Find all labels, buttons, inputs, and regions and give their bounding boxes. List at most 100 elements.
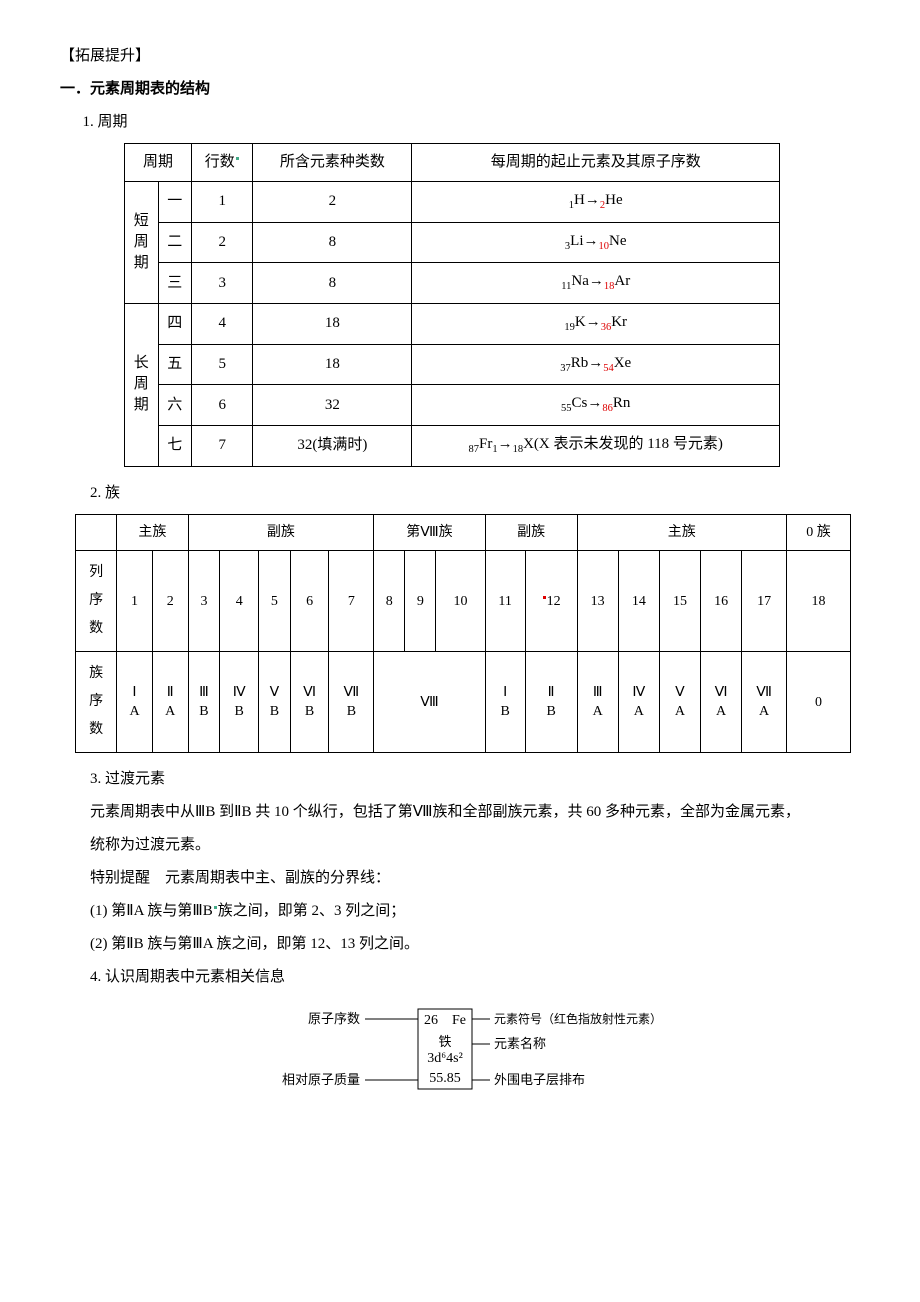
dot-icon	[214, 906, 217, 909]
cell: 副族	[485, 514, 577, 551]
cell: 五	[158, 344, 192, 385]
group-long: 长周期	[125, 304, 159, 467]
cell: 6	[192, 385, 253, 426]
cell: ⅥA	[701, 652, 742, 753]
cell: ⅠA	[117, 652, 153, 753]
item-1: 1. 周期	[60, 106, 860, 139]
cell: ⅦB	[329, 652, 374, 753]
cell: 32(填满时)	[253, 426, 412, 467]
cell: ⅣB	[220, 652, 259, 753]
cell: 0 族	[786, 514, 850, 551]
cell: 19K→36Kr	[412, 304, 780, 345]
table-row: 短周期 一 1 2 1H→2He	[125, 182, 780, 223]
cell: 87Fr1→18X(X 表示未发现的 118 号元素)	[412, 426, 780, 467]
cell: 7	[192, 426, 253, 467]
label-symbol: 元素符号（红色指放射性元素）	[494, 1011, 662, 1026]
cell: Ⅷ	[374, 652, 485, 753]
box-mass: 55.85	[429, 1071, 461, 1086]
body-text: (1) 第ⅡA 族与第ⅢB族之间，即第 2、3 列之间；	[90, 895, 860, 928]
cell: ⅤB	[259, 652, 291, 753]
label-atomic-number: 原子序数	[308, 1011, 360, 1026]
header-row: 行数	[192, 144, 253, 182]
cell: ⅥB	[290, 652, 329, 753]
table-row: 族序数 ⅠA ⅡA ⅢB ⅣB ⅤB ⅥB ⅦB Ⅷ ⅠB ⅡB ⅢA ⅣA Ⅴ…	[76, 652, 851, 753]
body-text: 统称为过渡元素。	[90, 829, 860, 862]
dot-icon	[236, 157, 239, 160]
cell: 6	[290, 551, 329, 652]
cell: ⅠB	[485, 652, 525, 753]
item-4: 4. 认识周期表中元素相关信息	[90, 961, 860, 994]
cell: 8	[253, 263, 412, 304]
cell: 16	[701, 551, 742, 652]
cell: 55Cs→86Rn	[412, 385, 780, 426]
item-2: 2. 族	[90, 477, 860, 510]
cell: 18	[786, 551, 850, 652]
item-3: 3. 过渡元素	[90, 763, 860, 796]
cell: ⅢB	[188, 652, 220, 753]
cell: 14	[618, 551, 659, 652]
cell: 2	[192, 222, 253, 263]
body-text: 特别提醒 元素周期表中主、副族的分界线：	[90, 862, 860, 895]
cell: 5	[259, 551, 291, 652]
period-table: 周期 行数 所含元素种类数 每周期的起止元素及其原子序数 短周期 一 1 2 1…	[124, 143, 780, 467]
cell: 0	[786, 652, 850, 753]
cell: 副族	[188, 514, 374, 551]
table-row: 周期 行数 所含元素种类数 每周期的起止元素及其原子序数	[125, 144, 780, 182]
cell: 主族	[117, 514, 188, 551]
box-top-text: 26 Fe	[424, 1013, 466, 1028]
cell: 13	[577, 551, 618, 652]
cell: 11Na→18Ar	[412, 263, 780, 304]
body-text: 元素周期表中从ⅢB 到ⅡB 共 10 个纵行，包括了第Ⅷ族和全部副族元素，共 6…	[90, 796, 860, 829]
cell: 4	[192, 304, 253, 345]
cell: ⅦA	[742, 652, 787, 753]
cell: 2	[253, 182, 412, 223]
cell: 18	[253, 304, 412, 345]
row-col-label: 列序数	[76, 551, 117, 652]
label-name: 元素名称	[494, 1036, 546, 1051]
cell: 8	[374, 551, 405, 652]
cell: 17	[742, 551, 787, 652]
body-text: (2) 第ⅡB 族与第ⅢA 族之间，即第 12、13 列之间。	[90, 928, 860, 961]
row-group-label: 族序数	[76, 652, 117, 753]
cell: ⅤA	[659, 652, 700, 753]
cell: ⅣA	[618, 652, 659, 753]
cell: 7	[329, 551, 374, 652]
table-row: 七 7 32(填满时) 87Fr1→18X(X 表示未发现的 118 号元素)	[125, 426, 780, 467]
label-atomic-mass: 相对原子质量	[282, 1072, 360, 1087]
box-name: 铁	[438, 1034, 451, 1049]
cell: 第Ⅷ族	[374, 514, 485, 551]
header-count: 所含元素种类数	[253, 144, 412, 182]
cell: ⅡB	[525, 652, 577, 753]
header-range: 每周期的起止元素及其原子序数	[412, 144, 780, 182]
table-row: 主族 副族 第Ⅷ族 副族 主族 0 族	[76, 514, 851, 551]
cell: 3	[192, 263, 253, 304]
cell: 18	[253, 344, 412, 385]
group-short: 短周期	[125, 182, 159, 304]
cell: 5	[192, 344, 253, 385]
header-period: 周期	[125, 144, 192, 182]
element-info-diagram: 26 Fe 铁 3d⁶4s² 55.85 原子序数 相对原子质量 元素符号（红色…	[260, 1004, 660, 1099]
cell: 8	[253, 222, 412, 263]
cell: 一	[158, 182, 192, 223]
cell: ⅡA	[152, 652, 188, 753]
cell: 37Rb→54Xe	[412, 344, 780, 385]
cell: 9	[405, 551, 436, 652]
cell: 12	[525, 551, 577, 652]
cell: 10	[436, 551, 485, 652]
cell: 二	[158, 222, 192, 263]
table-row: 六 6 32 55Cs→86Rn	[125, 385, 780, 426]
cell: 3	[188, 551, 220, 652]
label-econf: 外围电子层排布	[494, 1072, 585, 1087]
section-1-title: 一．元素周期表的结构	[60, 73, 860, 106]
blank-cell	[76, 514, 117, 551]
cell: 1	[117, 551, 153, 652]
table-row: 二 2 8 3Li→10Ne	[125, 222, 780, 263]
cell: 七	[158, 426, 192, 467]
cell: 六	[158, 385, 192, 426]
box-econf: 3d⁶4s²	[427, 1051, 463, 1066]
group-table: 主族 副族 第Ⅷ族 副族 主族 0 族 列序数 1 2 3 4 5 6 7 8 …	[75, 514, 851, 754]
dot-icon	[543, 596, 546, 599]
cell: 三	[158, 263, 192, 304]
extension-heading: 【拓展提升】	[60, 40, 860, 73]
cell: 主族	[577, 514, 786, 551]
